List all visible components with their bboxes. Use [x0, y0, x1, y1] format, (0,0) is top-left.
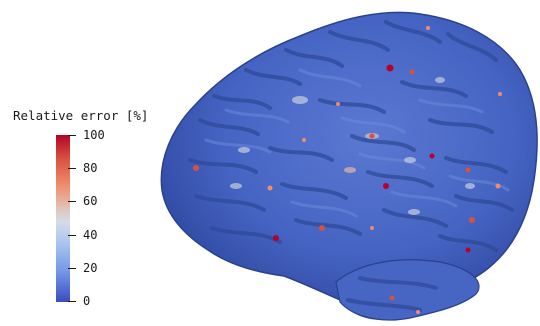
colorbar-tick — [68, 268, 76, 269]
colorbar-tick — [68, 235, 76, 236]
error-hotspots — [193, 26, 502, 314]
colorbar-tick-label: 40 — [83, 228, 98, 242]
colorbar-tick — [68, 168, 76, 169]
colorbar-tick-label: 100 — [83, 128, 105, 142]
colorbar-tick-label: 20 — [83, 261, 98, 275]
colorbar — [56, 135, 70, 302]
colorbar-tick — [68, 201, 76, 202]
temporal-lobe — [335, 259, 480, 321]
gyri-highlights — [204, 68, 510, 218]
colorbar-tick-label: 80 — [83, 161, 98, 175]
colorbar-tick — [68, 135, 76, 136]
colorbar-tick-label: 60 — [83, 194, 98, 208]
colorbar-title: Relative error [%] — [13, 108, 149, 123]
colorbar-tick — [68, 301, 76, 302]
colorbar-tick-label: 0 — [83, 294, 91, 308]
error-patches — [230, 77, 475, 215]
